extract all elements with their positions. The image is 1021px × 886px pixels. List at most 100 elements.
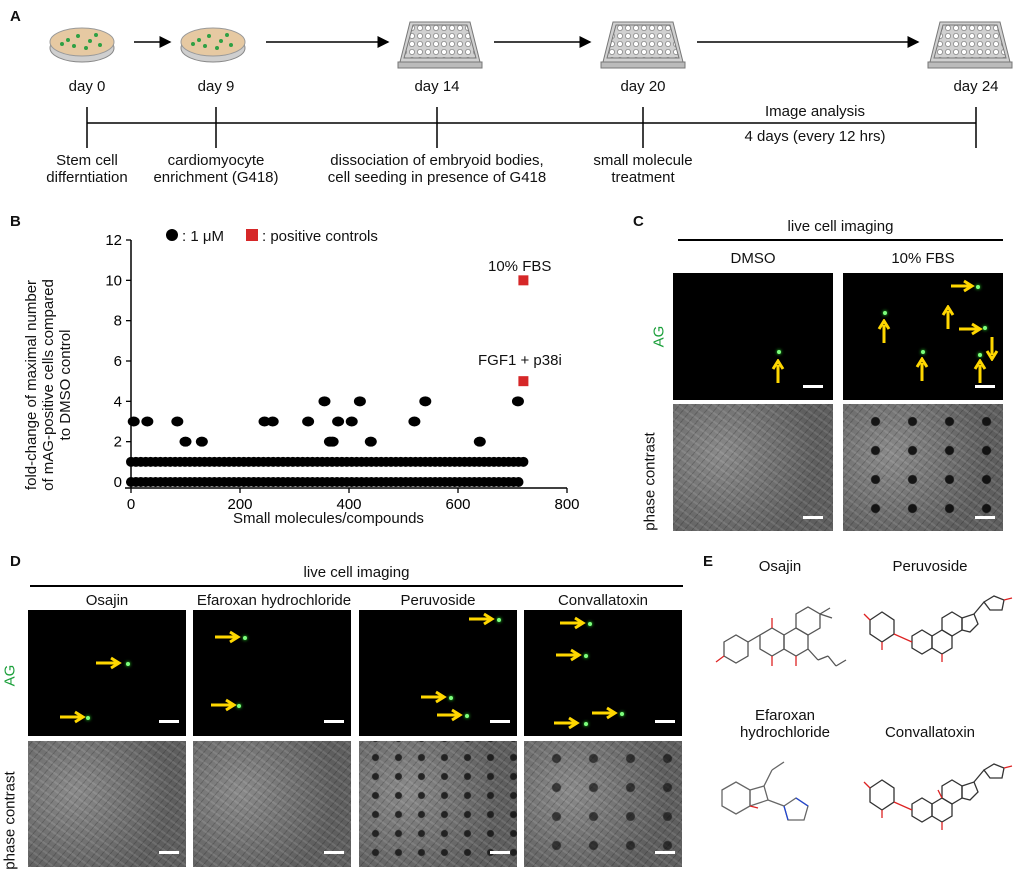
arrow-up-icon [941,305,955,329]
timeline-graphic [49,21,1013,148]
data-point [141,416,154,427]
data-point [511,396,524,407]
data-point [266,416,279,427]
column-label-osajin: Osajin [85,592,129,609]
arrow-up-icon [771,359,785,383]
day-label: day 24 [953,78,999,95]
day-label: day 14 [414,78,460,95]
column-label-dmso: DMSO [730,250,776,267]
arrow-right-icon [437,708,463,722]
scale-bar [655,720,675,723]
data-point [179,436,192,447]
scale-bar [803,385,823,388]
data-point [195,436,208,447]
convallatoxin-structure [863,763,1013,830]
well-plate-icon [927,21,1013,69]
column-label-peruvoside: Peruvoside [400,592,476,609]
day-label: day 0 [68,78,106,95]
data-point [326,436,339,447]
step-label: small molecule treatment [593,152,693,186]
scale-bar [655,851,675,854]
panel-d-header: live cell imaging [303,564,410,581]
panel-label-e: E [703,553,714,570]
scale-bar [490,720,510,723]
arrow-right-icon [96,656,122,670]
panel-c-header: live cell imaging [787,218,894,235]
day-label: day 9 [197,78,235,95]
scale-bar [159,720,179,723]
arrow-right-icon [211,698,237,712]
image-analysis-duration: 4 days (every 12 hrs) [744,128,886,145]
arrow-up-icon [877,319,891,343]
legend-dot-marker [166,229,178,241]
row-label-phase-contrast: phase contrast [641,432,659,531]
data-point [419,396,432,407]
y-axis-label: fold-change of maximal number of mAG-pos… [23,279,74,491]
column-label-efaroxan: Efaroxan hydrochloride [196,592,352,609]
data-point [364,436,377,447]
y-tick-label: 8 [114,313,122,330]
x-tick-label: 0 [127,496,135,513]
arrow-up-icon [973,359,987,383]
panel-b-scatter-chart: 0 2 4 6 8 10 12 0 200 400 600 800 fold-change of ma… [0,210,620,540]
scale-bar [324,851,344,854]
phase-image-efaroxan [193,741,351,867]
row-label-ag: AG [1,664,19,687]
arrow-right-icon [554,716,580,730]
ag-image-dmso [673,273,833,400]
data-point [408,416,421,427]
image-analysis-label: Image analysis [764,103,866,120]
efaroxan-structure [721,761,809,821]
data-point [473,436,486,447]
y-tick-label: 6 [114,353,122,370]
arrow-up-icon [915,357,929,381]
scale-bar [975,516,995,519]
panel-label-c: C [633,213,644,230]
data-point [302,416,315,427]
panel-label-a: A [10,8,21,25]
arrow-right-icon [560,616,586,630]
x-tick-label: 200 [227,496,252,513]
row-label-phase-contrast: phase contrast [1,771,19,870]
x-tick-label: 800 [554,496,579,513]
arrow-right-icon [215,630,241,644]
ag-image-efaroxan [193,610,351,736]
arrow-right-icon [951,279,975,293]
scale-bar [803,516,823,519]
column-label-convallatoxin: Convallatoxin [557,592,649,609]
petri-dish-icon [49,27,115,63]
column-label-fbs: 10% FBS [891,250,955,267]
data-point [127,416,140,427]
osajin-structure [715,606,847,667]
arrow-right-icon [959,322,983,336]
data-point [513,477,524,487]
y-tick-label: 0 [114,474,122,491]
panel-e-structures: Osajin Peruvoside Efaroxan hydrochloride … [700,550,1021,874]
arrow-right-icon [469,612,495,626]
scale-bar [975,385,995,388]
phase-image-peruvoside [359,741,517,867]
well-plate-icon [397,21,483,69]
data-point [332,416,345,427]
phase-image-dmso [673,404,833,531]
step-label: Stem cell differntiation [46,152,128,186]
data-point [518,456,529,467]
phase-image-osajin [28,741,186,867]
phase-image-fbs [843,404,1003,531]
panel-d-imaging: live cell imaging Osajin Efaroxan hydroc… [0,550,700,874]
y-tick-label: 4 [114,393,122,410]
header-rule [678,239,1003,241]
ag-image-peruvoside [359,610,517,736]
compound-name-osajin: Osajin [758,558,802,575]
y-tick-label: 10 [105,272,122,289]
control-point [518,376,529,387]
x-tick-label: 400 [336,496,361,513]
data-point [345,416,358,427]
data-point [171,416,184,427]
step-label: cardiomyocyte enrichment (G418) [153,152,279,186]
x-axis-label: Small molecules/compounds [233,510,424,527]
compound-name-convallatoxin: Convallatoxin [884,724,976,741]
header-rule [30,585,683,587]
ag-image-osajin [28,610,186,736]
y-tick-label: 2 [114,434,122,451]
